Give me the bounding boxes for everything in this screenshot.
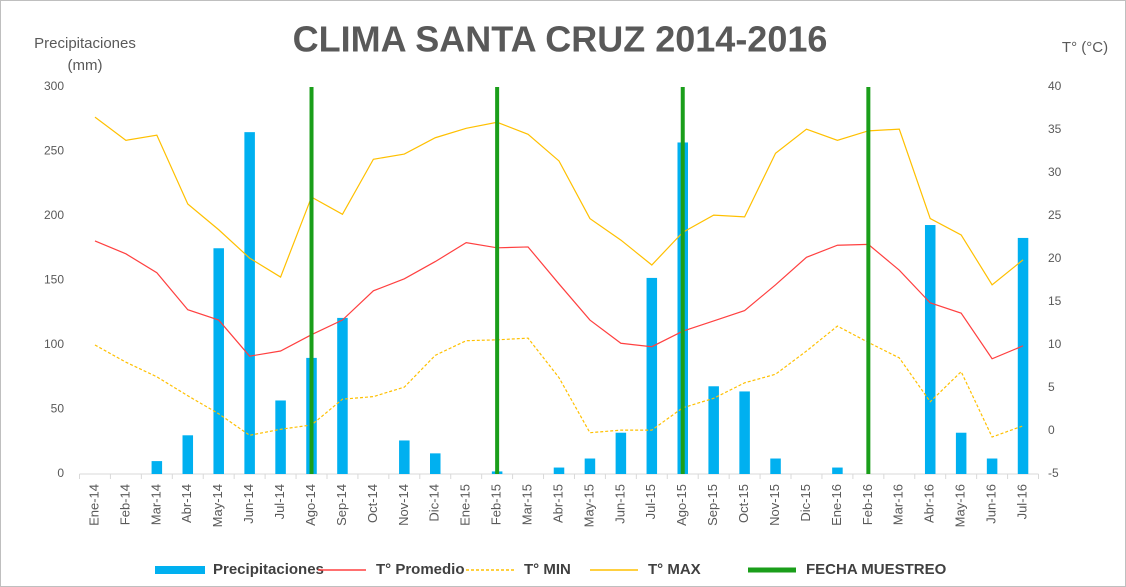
bar <box>615 432 627 474</box>
x-tick-label: Jun-16 <box>984 484 999 524</box>
x-tick-label: Jul-16 <box>1014 484 1029 519</box>
y2-tick-label: -5 <box>1048 466 1059 480</box>
bar <box>151 461 163 474</box>
legend-label: Precipitaciones <box>213 561 324 578</box>
x-tick-label: Jun-14 <box>241 484 256 524</box>
x-tick-label: Abr-14 <box>179 484 194 523</box>
bar <box>924 225 936 474</box>
x-tick-label: Feb-14 <box>117 484 132 525</box>
x-tick-label: Abr-16 <box>922 484 937 523</box>
y-tick-label: 200 <box>44 208 64 222</box>
y2-tick-label: 20 <box>1048 251 1062 265</box>
x-tick-label: Dic-14 <box>427 484 442 522</box>
x-tick-label: Feb-16 <box>860 484 875 525</box>
bar <box>832 467 843 474</box>
bar <box>986 458 998 474</box>
x-tick-label: Nov-14 <box>396 484 411 526</box>
x-tick-label: Jul-15 <box>643 484 658 519</box>
y-tick-label: 100 <box>44 337 64 351</box>
bar <box>1017 237 1029 474</box>
legend-label: T° MIN <box>524 561 571 578</box>
x-tick-label: Jul-14 <box>272 484 287 519</box>
x-tick-label: Ago-14 <box>303 484 318 526</box>
y-axis-title: (mm) <box>68 57 103 74</box>
bar <box>584 458 596 474</box>
x-tick-label: Sep-14 <box>334 484 349 526</box>
x-tick-label: Feb-15 <box>489 484 504 525</box>
bar <box>337 317 348 474</box>
legend-label: T° MAX <box>648 561 701 578</box>
x-tick-label: Oct-15 <box>736 484 751 523</box>
chart-title: CLIMA SANTA CRUZ 2014-2016 <box>293 19 828 60</box>
x-tick-label: Dic-15 <box>798 484 813 522</box>
bar <box>955 432 967 474</box>
y2-axis-title: T° (°C) <box>1062 39 1108 56</box>
y-tick-label: 0 <box>57 466 64 480</box>
x-tick-label: Mar-16 <box>891 484 906 525</box>
x-tick-label: Ene-16 <box>829 484 844 526</box>
y-tick-label: 300 <box>44 79 64 93</box>
y-tick-label: 50 <box>51 402 65 416</box>
x-tick-label: May-14 <box>210 484 225 527</box>
y-tick-label: 250 <box>44 144 64 158</box>
x-tick-label: Ene-14 <box>86 484 101 526</box>
x-tick-label: Mar-14 <box>148 484 163 525</box>
bar <box>646 277 658 474</box>
x-tick-label: Sep-15 <box>705 484 720 526</box>
bar <box>770 458 781 474</box>
legend-label: T° Promedio <box>376 561 465 578</box>
y2-tick-label: 10 <box>1048 337 1062 351</box>
y-axis-title: Precipitaciones <box>34 35 136 52</box>
bar <box>275 400 286 474</box>
bar <box>213 248 224 474</box>
bar <box>708 386 719 474</box>
x-tick-label: Nov-15 <box>767 484 782 526</box>
legend-swatch <box>155 566 205 574</box>
y-tick-label: 150 <box>44 273 64 287</box>
x-tick-label: Ago-15 <box>674 484 689 526</box>
x-tick-label: Mar-15 <box>520 484 535 525</box>
y2-tick-label: 35 <box>1048 122 1062 136</box>
x-tick-label: Abr-15 <box>550 484 565 523</box>
y2-tick-label: 30 <box>1048 165 1062 179</box>
bar <box>739 391 750 474</box>
x-tick-label: May-15 <box>581 484 596 527</box>
y2-tick-label: 5 <box>1048 380 1055 394</box>
x-tick-label: Jun-15 <box>612 484 627 524</box>
x-tick-label: Oct-14 <box>365 484 380 523</box>
y2-tick-label: 15 <box>1048 294 1062 308</box>
y2-tick-label: 40 <box>1048 79 1062 93</box>
y2-tick-label: 25 <box>1048 208 1062 222</box>
legend-label: FECHA MUESTREO <box>806 561 947 578</box>
y2-tick-label: 0 <box>1048 423 1055 437</box>
bar <box>244 132 255 474</box>
bar <box>429 453 441 474</box>
bar <box>399 440 410 474</box>
x-tick-label: Ene-15 <box>458 484 473 526</box>
x-tick-label: May-16 <box>953 484 968 527</box>
bar <box>553 467 565 474</box>
bar <box>182 435 194 474</box>
